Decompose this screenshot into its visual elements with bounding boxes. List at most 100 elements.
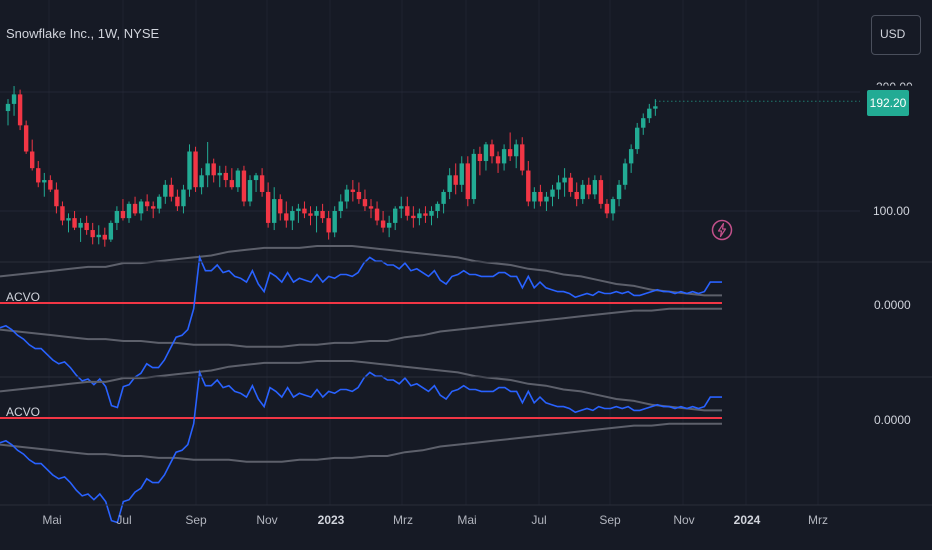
candle-body bbox=[501, 149, 507, 164]
candle-body bbox=[326, 218, 331, 233]
candle-body bbox=[229, 180, 235, 188]
candle-body bbox=[199, 175, 204, 188]
candle-body bbox=[120, 211, 126, 219]
candle-body bbox=[350, 189, 356, 192]
candle-body bbox=[435, 203, 440, 211]
candle-body bbox=[36, 168, 41, 183]
time-axis-tick: Sep bbox=[185, 513, 207, 527]
candle-body bbox=[84, 222, 89, 231]
candle-body bbox=[278, 199, 283, 214]
oscillator-line bbox=[0, 254, 722, 409]
time-axis-tick: Jul bbox=[531, 513, 547, 527]
candle-body bbox=[574, 191, 579, 200]
candle-body bbox=[193, 151, 198, 188]
candle-body bbox=[429, 211, 434, 216]
price-axis-cut-label: 200.00 bbox=[876, 80, 913, 94]
candle-body bbox=[151, 206, 156, 209]
candle-body bbox=[60, 206, 65, 221]
last-price-badge: 192.20 bbox=[867, 90, 909, 116]
candle-body bbox=[616, 184, 622, 200]
candle-body bbox=[441, 191, 446, 204]
candle-body bbox=[653, 106, 658, 109]
candle-body bbox=[78, 222, 83, 228]
candle-body bbox=[538, 191, 543, 202]
candle-body bbox=[132, 203, 138, 214]
candle-body bbox=[586, 184, 591, 195]
lightning-alert-icon[interactable] bbox=[711, 219, 733, 241]
candle-body bbox=[332, 211, 337, 233]
candle-body bbox=[356, 191, 362, 200]
candle-body bbox=[138, 201, 144, 214]
lower-band-line bbox=[0, 422, 722, 463]
candle-body bbox=[302, 208, 307, 214]
indicator-value-2: 0.0000 bbox=[874, 413, 911, 427]
candle-body bbox=[495, 156, 501, 164]
candle-body bbox=[568, 177, 573, 192]
candle-body bbox=[550, 189, 555, 197]
candle-body bbox=[126, 203, 132, 219]
candle-body bbox=[532, 191, 537, 202]
indicator-label-1[interactable]: ACVO bbox=[6, 290, 41, 304]
candle-body bbox=[259, 175, 265, 192]
time-axis-tick: 2024 bbox=[733, 513, 761, 527]
candle-body bbox=[598, 180, 604, 204]
candle-body bbox=[265, 191, 271, 223]
currency-button[interactable]: USD bbox=[871, 15, 921, 55]
acvo-pane-1 bbox=[0, 245, 722, 409]
candle-body bbox=[5, 103, 11, 112]
acvo-pane-2 bbox=[0, 360, 722, 524]
candle-body bbox=[157, 196, 162, 209]
candle-body bbox=[368, 206, 374, 209]
candle-body bbox=[374, 208, 380, 221]
candle-body bbox=[423, 213, 428, 216]
time-axis-tick: 2023 bbox=[317, 513, 345, 527]
candle-body bbox=[223, 172, 228, 181]
candle-body bbox=[393, 208, 398, 223]
candle-body bbox=[405, 206, 410, 216]
indicator-value-1: 0.0000 bbox=[874, 298, 911, 312]
candle-body bbox=[647, 108, 652, 119]
time-axis-tick: Mrz bbox=[808, 513, 828, 527]
candle-body bbox=[362, 199, 368, 207]
time-axis-tick: Mai bbox=[42, 513, 62, 527]
time-axis-tick: Jul bbox=[116, 513, 132, 527]
candle-body bbox=[465, 163, 470, 200]
upper-band-line bbox=[0, 245, 722, 297]
symbol-title[interactable]: Snowflake Inc., 1W, NYSE bbox=[6, 26, 160, 41]
candle-body bbox=[556, 182, 561, 190]
candle-body bbox=[386, 222, 392, 228]
time-axis-tick: Mai bbox=[457, 513, 477, 527]
candle-body bbox=[544, 196, 549, 202]
candle-body bbox=[72, 218, 77, 228]
candle-body bbox=[344, 189, 349, 202]
candle-body bbox=[459, 163, 464, 185]
time-axis-tick: Nov bbox=[673, 513, 695, 527]
candle-body bbox=[580, 184, 585, 200]
indicator-label-2[interactable]: ACVO bbox=[6, 405, 41, 419]
candle-body bbox=[592, 180, 598, 195]
candle-body bbox=[169, 184, 174, 197]
candle-body bbox=[54, 189, 59, 207]
candle-body bbox=[17, 94, 23, 126]
candle-body bbox=[187, 151, 192, 190]
pane-separators bbox=[0, 261, 932, 506]
candle-body bbox=[48, 180, 53, 190]
lower-band-line bbox=[0, 307, 722, 348]
candle-body bbox=[380, 220, 386, 228]
candle-body bbox=[314, 211, 319, 216]
candle-body bbox=[90, 230, 95, 238]
candle-body bbox=[290, 211, 295, 221]
candle-body bbox=[284, 213, 289, 221]
candle-body bbox=[453, 175, 458, 185]
candle-body bbox=[514, 144, 519, 157]
candle-body bbox=[114, 211, 120, 223]
candle-body bbox=[411, 215, 416, 219]
candle-body bbox=[635, 127, 640, 150]
candle-body bbox=[108, 222, 114, 240]
candle-body bbox=[241, 170, 247, 202]
candle-body bbox=[320, 211, 325, 219]
candle-body bbox=[296, 208, 301, 211]
candle-body bbox=[23, 125, 29, 152]
upper-band-line bbox=[0, 360, 722, 412]
